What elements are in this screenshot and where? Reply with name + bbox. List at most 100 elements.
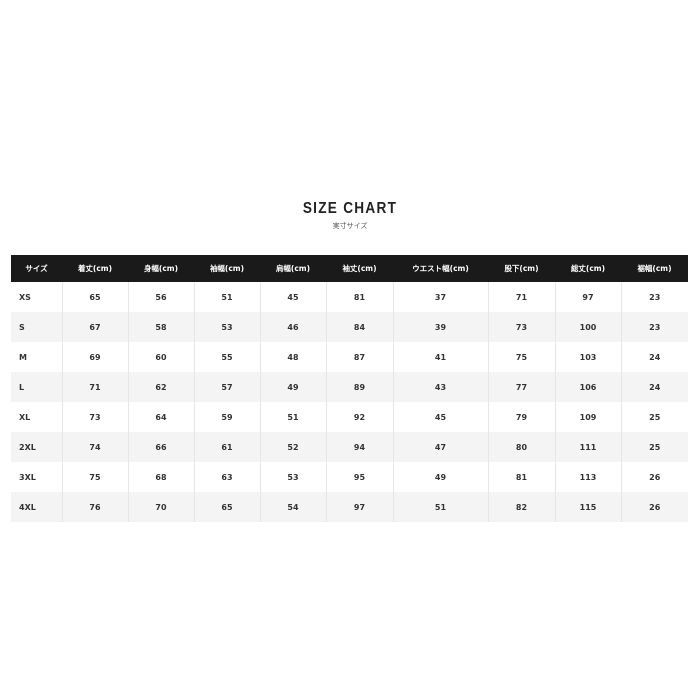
table-row: M 69 60 55 48 87 41 75 103 24	[11, 342, 688, 372]
measurement-cell: 80	[487, 432, 555, 462]
measurement-cell: 87	[325, 342, 393, 372]
measurement-cell: 25	[620, 402, 688, 432]
measurement-cell: 65	[193, 492, 260, 522]
measurement-cell: 47	[392, 432, 488, 462]
measurement-cell: 59	[193, 402, 260, 432]
measurement-cell: 55	[193, 342, 260, 372]
measurement-cell: 65	[61, 282, 128, 312]
table-row: S 67 58 53 46 84 39 73 100 23	[11, 312, 688, 342]
page-title: SIZE CHART	[302, 200, 398, 217]
measurement-cell: 53	[193, 312, 260, 342]
table-row: 4XL 76 70 65 54 97 51 82 115 26	[11, 492, 688, 522]
column-header: 総丈(cm)	[555, 255, 621, 282]
column-header: 身幅(cm)	[128, 255, 194, 282]
measurement-cell: 53	[259, 462, 326, 492]
measurement-cell: 100	[554, 312, 621, 342]
measurement-cell: 26	[620, 492, 688, 522]
measurement-cell: 60	[127, 342, 194, 372]
table-row: XS 65 56 51 45 81 37 71 97 23	[11, 282, 688, 312]
column-header: 裾幅(cm)	[621, 255, 688, 282]
measurement-cell: 109	[554, 402, 621, 432]
measurement-cell: 61	[193, 432, 260, 462]
table-row: L 71 62 57 49 89 43 77 106 24	[11, 372, 688, 402]
measurement-cell: 23	[620, 312, 688, 342]
measurement-cell: 46	[259, 312, 326, 342]
column-header: ウエスト幅(cm)	[393, 255, 488, 282]
measurement-cell: 37	[392, 282, 488, 312]
size-label: L	[11, 372, 62, 402]
measurement-cell: 67	[61, 312, 128, 342]
column-header: 着丈(cm)	[62, 255, 128, 282]
measurement-cell: 49	[392, 462, 488, 492]
size-label: S	[11, 312, 62, 342]
size-label: XS	[19, 292, 31, 302]
measurement-cell: 103	[554, 342, 621, 372]
measurement-cell: 92	[325, 402, 393, 432]
measurement-cell: 56	[127, 282, 194, 312]
measurement-cell: 66	[127, 432, 194, 462]
measurement-cell: 52	[259, 432, 326, 462]
measurement-cell: 45	[392, 402, 488, 432]
measurement-cell: 39	[392, 312, 488, 342]
measurement-cell: 62	[127, 372, 194, 402]
measurement-cell: 74	[61, 432, 128, 462]
measurement-cell: 94	[325, 432, 393, 462]
header-row: サイズ 着丈(cm) 身幅(cm) 袖幅(cm) 肩幅(cm) 袖丈(cm) ウエスト幅(c…	[11, 255, 688, 282]
measurement-cell: 95	[325, 462, 393, 492]
table-row: 2XL 74 66 61 52 94 47 80 111 25	[11, 432, 688, 462]
measurement-cell: 51	[259, 402, 326, 432]
column-header: 袖幅(cm)	[194, 255, 260, 282]
measurement-cell: 73	[487, 312, 555, 342]
size-label: 2XL	[11, 432, 62, 462]
size-chart-table: サイズ 着丈(cm) 身幅(cm) 袖幅(cm) 肩幅(cm) 袖丈(cm) ウエスト幅(c…	[11, 255, 688, 522]
measurement-cell: 69	[61, 342, 128, 372]
column-header: 肩幅(cm)	[260, 255, 326, 282]
measurement-cell: 81	[325, 282, 393, 312]
measurement-cell: 70	[127, 492, 194, 522]
measurement-cell: 73	[61, 402, 128, 432]
measurement-cell: 48	[259, 342, 326, 372]
measurement-cell: 63	[193, 462, 260, 492]
measurement-cell: 97	[325, 492, 393, 522]
measurement-cell: 77	[487, 372, 555, 402]
measurement-cell: 68	[127, 462, 194, 492]
measurement-cell: 82	[487, 492, 555, 522]
measurement-cell: 71	[61, 372, 128, 402]
size-label: 4XL	[11, 492, 62, 522]
measurement-cell: 76	[61, 492, 128, 522]
measurement-cell: 45	[259, 282, 326, 312]
measurement-cell: 64	[127, 402, 194, 432]
measurement-cell: 113	[554, 462, 621, 492]
measurement-cell: 57	[193, 372, 260, 402]
measurement-cell: 97	[554, 282, 621, 312]
measurement-cell: 71	[487, 282, 555, 312]
measurement-cell: 41	[392, 342, 488, 372]
table-row: 3XL 75 68 63 53 95 49 81 113 26	[11, 462, 688, 492]
size-label: 3XL	[19, 472, 36, 482]
measurement-cell: 75	[61, 462, 128, 492]
measurement-cell: 25	[620, 432, 688, 462]
table-row: XL 73 64 59 51 92 45 79 109 25	[11, 402, 688, 432]
measurement-cell: 115	[554, 492, 621, 522]
measurement-cell: 58	[127, 312, 194, 342]
measurement-cell: 84	[325, 312, 393, 342]
measurement-cell: 49	[259, 372, 326, 402]
measurement-cell: 81	[487, 462, 555, 492]
size-label: XL	[19, 412, 31, 422]
measurement-cell: 24	[620, 372, 688, 402]
column-header: サイズ	[11, 255, 62, 282]
measurement-cell: 24	[620, 342, 688, 372]
measurement-cell: 43	[392, 372, 488, 402]
column-header: 袖丈(cm)	[326, 255, 393, 282]
measurement-cell: 75	[487, 342, 555, 372]
page-subtitle: 実寸サイズ	[332, 222, 368, 230]
measurement-cell: 89	[325, 372, 393, 402]
measurement-cell: 111	[554, 432, 621, 462]
measurement-cell: 26	[620, 462, 688, 492]
measurement-cell: 23	[620, 282, 688, 312]
size-label: M	[19, 352, 27, 362]
measurement-cell: 106	[554, 372, 621, 402]
column-header: 股下(cm)	[488, 255, 555, 282]
measurement-cell: 51	[193, 282, 260, 312]
measurement-cell: 54	[259, 492, 326, 522]
